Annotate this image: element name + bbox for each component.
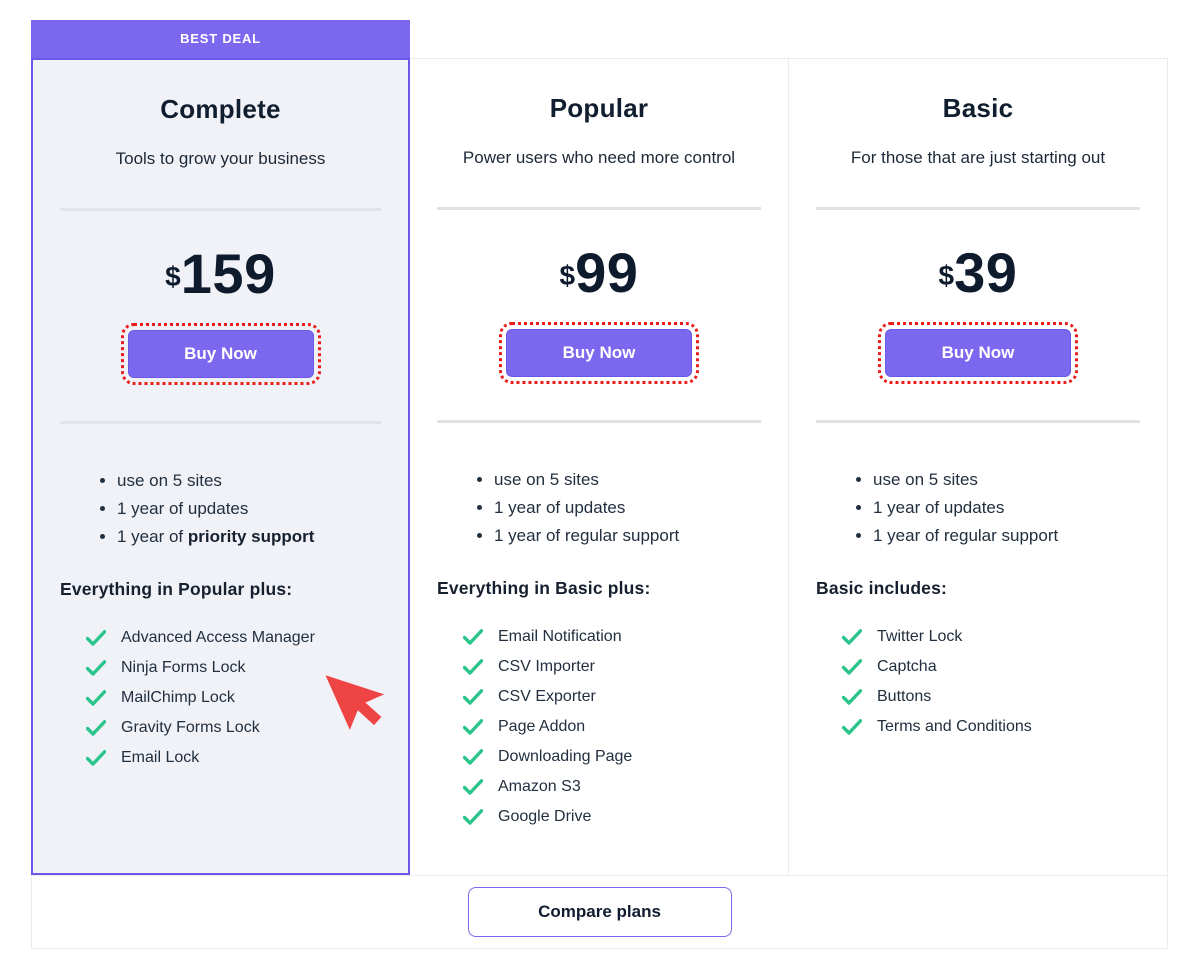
- check-icon: [86, 720, 106, 736]
- list-item: MailChimp Lock: [86, 683, 408, 713]
- check-icon: [842, 689, 862, 705]
- divider: [437, 207, 761, 210]
- includes-list-popular: Email Notification CSV Importer CSV Expo…: [410, 622, 788, 832]
- list-item: Google Drive: [463, 802, 788, 832]
- price-amount: 159: [180, 242, 276, 305]
- check-icon: [463, 749, 483, 765]
- list-item: Buttons: [842, 682, 1167, 712]
- currency-symbol: $: [938, 260, 955, 291]
- check-icon: [842, 719, 862, 735]
- feature-item: 1 year of priority support: [117, 523, 408, 551]
- plan-card-complete: Complete Tools to grow your business $15…: [31, 58, 410, 875]
- footer-bar: Compare plans: [31, 875, 1168, 949]
- badge-spacer: [789, 20, 1168, 58]
- check-icon: [86, 690, 106, 706]
- check-icon: [463, 779, 483, 795]
- includes-list-complete: Advanced Access Manager Ninja Forms Lock…: [33, 623, 408, 773]
- divider: [60, 208, 381, 211]
- list-item: Ninja Forms Lock: [86, 653, 408, 683]
- feature-item: 1 year of updates: [494, 494, 788, 522]
- buy-now-button-basic[interactable]: Buy Now: [878, 322, 1078, 384]
- best-deal-badge: BEST DEAL: [31, 20, 410, 58]
- best-deal-badge-label: BEST DEAL: [180, 31, 261, 46]
- list-item: Terms and Conditions: [842, 712, 1167, 742]
- plan-price-complete: $159: [33, 245, 408, 303]
- list-item: Gravity Forms Lock: [86, 713, 408, 743]
- check-icon: [86, 750, 106, 766]
- check-icon: [842, 629, 862, 645]
- feature-item: use on 5 sites: [117, 467, 408, 495]
- plan-card-popular: Popular Power users who need more contro…: [410, 58, 789, 875]
- list-item: CSV Exporter: [463, 682, 788, 712]
- includes-heading-complete: Everything in Popular plus:: [60, 579, 293, 599]
- pricing-table: BEST DEAL Complete Tools to grow your bu…: [31, 20, 1168, 949]
- list-item: Downloading Page: [463, 742, 788, 772]
- price-amount: 99: [575, 241, 639, 304]
- feature-item: use on 5 sites: [494, 466, 788, 494]
- plan-card-basic: Basic For those that are just starting o…: [789, 58, 1168, 875]
- plan-tagline-complete: Tools to grow your business: [115, 149, 326, 168]
- check-icon: [463, 629, 483, 645]
- plan-tagline-popular: Power users who need more control: [462, 148, 736, 167]
- compare-plans-button[interactable]: Compare plans: [467, 887, 732, 937]
- badge-spacer: [410, 20, 789, 58]
- feature-item: 1 year of updates: [873, 494, 1167, 522]
- divider: [816, 420, 1140, 423]
- plan-price-basic: $39: [789, 244, 1167, 302]
- check-icon: [842, 659, 862, 675]
- check-icon: [463, 659, 483, 675]
- buy-now-button-complete[interactable]: Buy Now: [120, 323, 321, 385]
- plan-tagline-basic: For those that are just starting out: [850, 148, 1106, 167]
- plan-price-popular: $99: [410, 244, 788, 302]
- list-item: Email Lock: [86, 743, 408, 773]
- feature-list-popular: use on 5 sites 1 year of updates 1 year …: [410, 466, 788, 550]
- feature-item: use on 5 sites: [873, 466, 1167, 494]
- plan-title-complete: Complete: [160, 94, 281, 124]
- feature-list-basic: use on 5 sites 1 year of updates 1 year …: [789, 466, 1167, 550]
- check-icon: [463, 689, 483, 705]
- includes-list-basic: Twitter Lock Captcha Buttons Terms and C…: [789, 622, 1167, 742]
- list-item: Captcha: [842, 652, 1167, 682]
- buy-now-button-popular[interactable]: Buy Now: [499, 322, 699, 384]
- feature-item: 1 year of regular support: [873, 522, 1167, 550]
- plan-column-complete: BEST DEAL Complete Tools to grow your bu…: [31, 20, 410, 875]
- check-icon: [463, 719, 483, 735]
- includes-heading-basic: Basic includes:: [816, 578, 948, 598]
- divider: [60, 421, 381, 424]
- feature-list-complete: use on 5 sites 1 year of updates 1 year …: [33, 467, 408, 551]
- list-item: Page Addon: [463, 712, 788, 742]
- includes-heading-popular: Everything in Basic plus:: [437, 578, 651, 598]
- plan-column-popular: Popular Power users who need more contro…: [410, 20, 789, 875]
- list-item: CSV Importer: [463, 652, 788, 682]
- plan-columns: BEST DEAL Complete Tools to grow your bu…: [31, 20, 1168, 875]
- feature-item: 1 year of updates: [117, 495, 408, 523]
- divider: [437, 420, 761, 423]
- list-item: Email Notification: [463, 622, 788, 652]
- list-item: Amazon S3: [463, 772, 788, 802]
- price-amount: 39: [954, 241, 1018, 304]
- check-icon: [86, 630, 106, 646]
- list-item: Twitter Lock: [842, 622, 1167, 652]
- check-icon: [463, 809, 483, 825]
- feature-item: 1 year of regular support: [494, 522, 788, 550]
- plan-column-basic: Basic For those that are just starting o…: [789, 20, 1168, 875]
- divider: [816, 207, 1140, 210]
- list-item: Advanced Access Manager: [86, 623, 408, 653]
- currency-symbol: $: [165, 261, 181, 292]
- check-icon: [86, 660, 106, 676]
- currency-symbol: $: [559, 260, 576, 291]
- plan-title-basic: Basic: [942, 93, 1014, 123]
- plan-title-popular: Popular: [549, 93, 649, 123]
